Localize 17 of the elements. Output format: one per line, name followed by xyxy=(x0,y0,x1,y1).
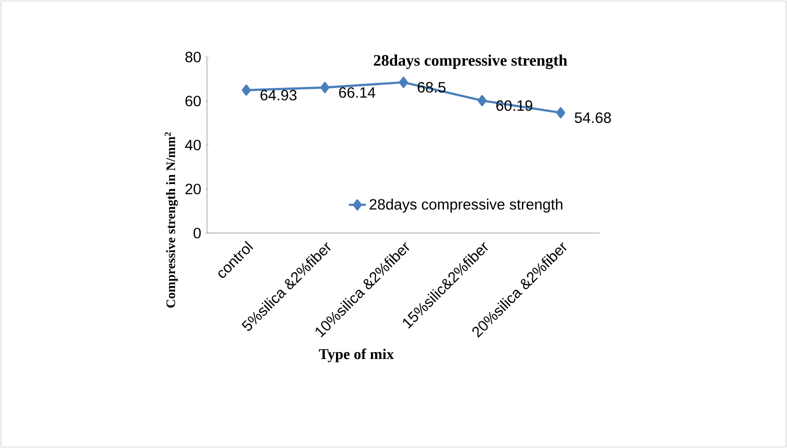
x-axis-title: Type of mix xyxy=(318,348,394,362)
point xyxy=(399,76,408,88)
data-label: 64.93 xyxy=(260,90,297,100)
point xyxy=(478,95,487,106)
data-label: 66.14 xyxy=(339,87,376,98)
y-tick-label: 80 xyxy=(185,52,201,62)
point xyxy=(242,84,251,96)
data-label: 54.68 xyxy=(574,112,611,123)
legend-label: 28days compressive strength xyxy=(370,198,562,213)
y-tick-label: 20 xyxy=(185,184,201,194)
y-axis-title: Compressive strength in N/mm$^{2}$ xyxy=(164,132,178,308)
y-tick-label: 0 xyxy=(194,228,201,238)
y-tick-label: 40 xyxy=(185,140,201,150)
y-tick-label: 60 xyxy=(186,96,201,106)
point xyxy=(320,82,330,94)
point xyxy=(556,107,566,118)
chart-title: 28days compressive strength xyxy=(374,54,568,70)
